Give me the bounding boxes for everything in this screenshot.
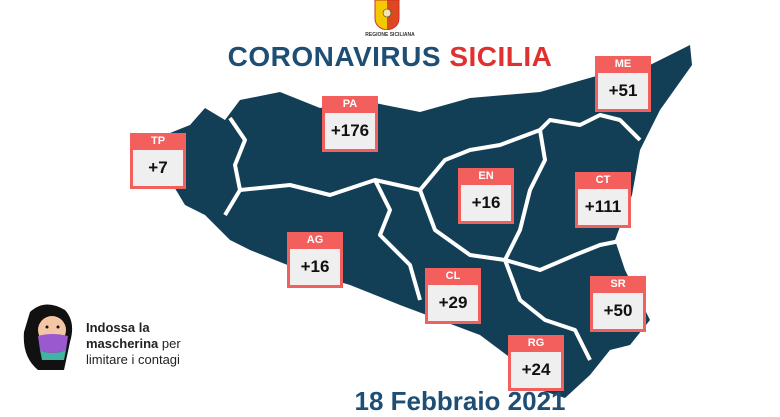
province-code: TP bbox=[150, 135, 166, 147]
province-badge-tp: TP +7 bbox=[130, 133, 186, 189]
border-pa-cl bbox=[373, 179, 422, 301]
page-title: CORONAVIRUS SICILIA bbox=[227, 41, 553, 72]
border-pa-en bbox=[418, 128, 541, 192]
province-new-cases: +7 bbox=[133, 150, 183, 186]
border-en-ct bbox=[503, 129, 547, 261]
province-badge-sr: SR +50 bbox=[590, 276, 646, 332]
province-badge-pa: PA +176 bbox=[322, 96, 378, 152]
border-pa-ag bbox=[239, 178, 421, 197]
logo-text: REGIONE SICILIANA bbox=[365, 32, 415, 38]
province-badge-rg: RG +24 bbox=[508, 335, 564, 391]
sicily-map bbox=[165, 45, 692, 398]
province-new-cases: +24 bbox=[511, 352, 561, 388]
border-rg bbox=[503, 259, 592, 361]
province-code: CT bbox=[595, 174, 611, 186]
province-new-cases: +16 bbox=[290, 249, 340, 285]
province-badge-ag: AG +16 bbox=[287, 232, 343, 288]
border-ct-sr bbox=[504, 238, 626, 272]
mask-tip: Indossa la mascherina per limitare i con… bbox=[86, 320, 181, 367]
province-new-cases: +29 bbox=[428, 285, 478, 321]
province-badge-cl: CL +29 bbox=[425, 268, 481, 324]
border-tp-pa bbox=[223, 116, 247, 217]
province-badge-ct: CT +111 bbox=[575, 172, 631, 228]
province-new-cases: +111 bbox=[578, 189, 628, 225]
province-badge-me: ME +51 bbox=[595, 56, 651, 112]
province-new-cases: +50 bbox=[593, 293, 643, 329]
province-code: RG bbox=[527, 337, 545, 349]
province-code: PA bbox=[342, 98, 358, 110]
province-new-cases: +51 bbox=[598, 73, 648, 109]
province-new-cases: +16 bbox=[461, 185, 511, 221]
province-badge-en: EN +16 bbox=[458, 168, 514, 224]
province-code: ME bbox=[614, 58, 632, 70]
border-cl-en bbox=[418, 189, 506, 262]
woman-mask-illustration bbox=[23, 304, 73, 370]
province-new-cases: +176 bbox=[325, 113, 375, 149]
sicily-island bbox=[165, 45, 692, 398]
province-code: CL bbox=[445, 270, 461, 282]
regione-siciliana-logo bbox=[374, 0, 400, 30]
province-code: AG bbox=[306, 234, 324, 246]
report-date: 18 Febbraio 2021 bbox=[354, 386, 566, 416]
province-code: EN bbox=[478, 170, 494, 182]
border-me bbox=[538, 113, 642, 142]
province-code: SR bbox=[610, 278, 626, 290]
